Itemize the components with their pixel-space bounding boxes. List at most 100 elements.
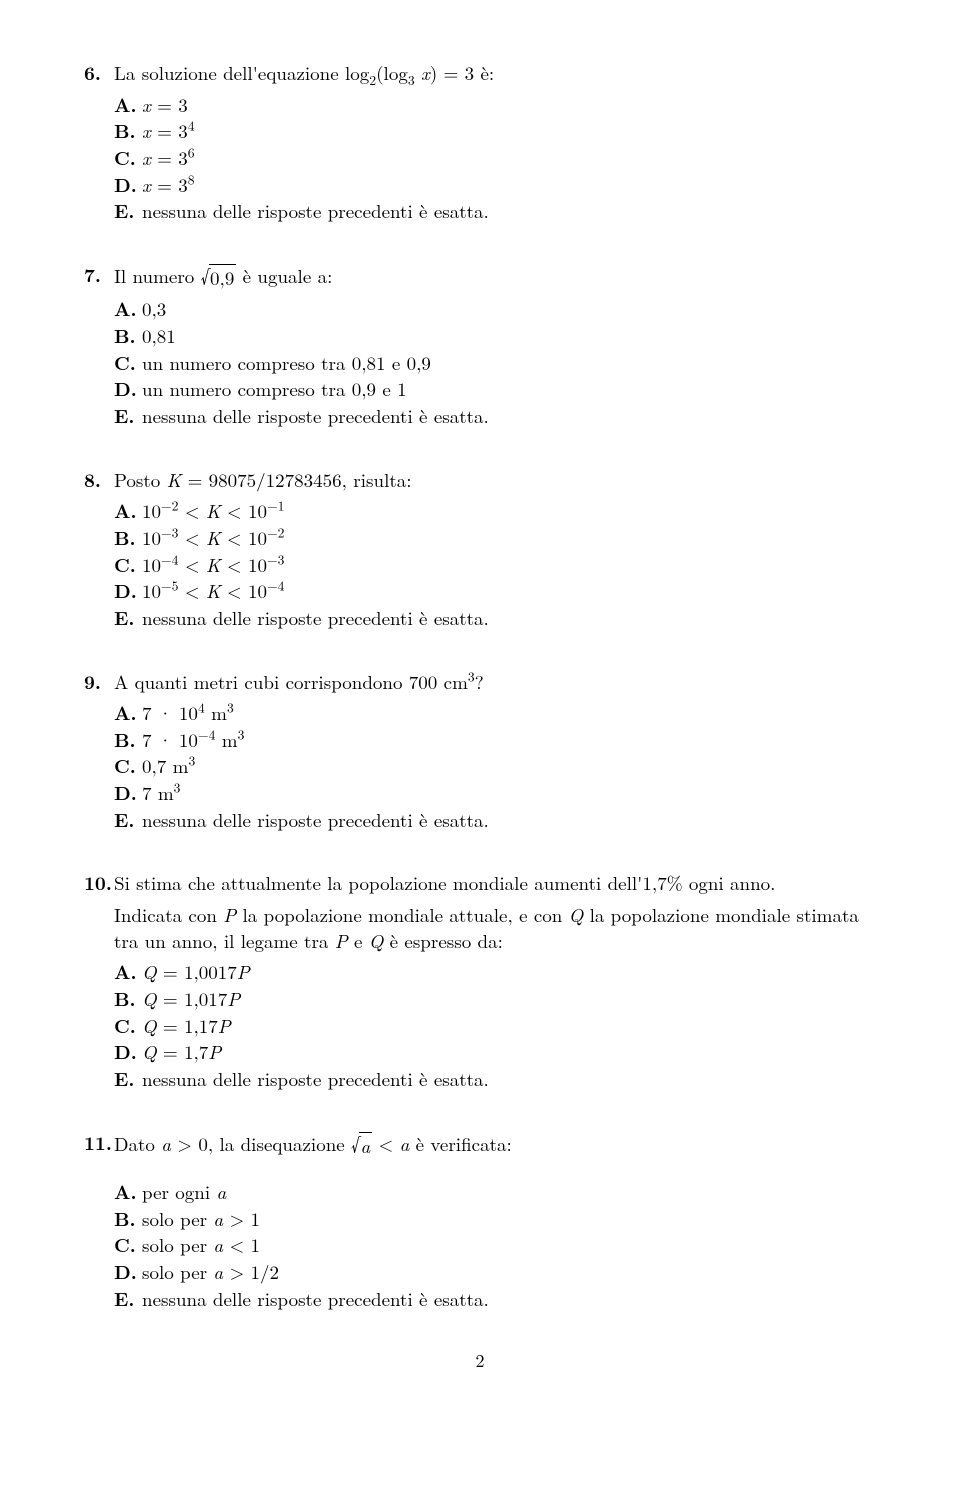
- option: A.0,3: [114, 296, 876, 322]
- option-text: nessuna delle risposte precedenti è esat…: [142, 605, 876, 631]
- option: E.nessuna delle risposte precedenti è es…: [114, 605, 876, 631]
- option-text: un numero compreso tra 0,81 e 0,9: [142, 350, 876, 376]
- option-letter: C.: [114, 145, 142, 171]
- option-letter: E.: [114, 198, 142, 224]
- option: D.un numero compreso tra 0,9 e 1: [114, 376, 876, 402]
- option-letter: B.: [114, 727, 142, 753]
- option-letter: A.: [114, 700, 142, 726]
- option-letter: E.: [114, 1066, 142, 1092]
- option: A.10−2 < K < 10−1: [114, 498, 876, 524]
- option-letter: B.: [114, 986, 142, 1012]
- option-text: per ogni a: [142, 1179, 876, 1205]
- option-text: 0,3: [142, 296, 876, 322]
- option-text: solo per a > 1/2: [142, 1259, 876, 1285]
- question-text: A quanti metri cubi corrispondono 700 cm…: [114, 669, 876, 695]
- option: C.x = 36: [114, 145, 876, 171]
- question: 8.Posto K = 98075/12783456, risulta:A.10…: [84, 467, 876, 631]
- options-list: A.Q = 1,0017PB.Q = 1,017PC.Q = 1,17PD.Q …: [114, 959, 876, 1091]
- option: C.10−4 < K < 10−3: [114, 552, 876, 578]
- option-text: Q = 1,017P: [142, 986, 876, 1012]
- question-stem: 7.Il numero √0,9 è uguale a:: [84, 262, 876, 291]
- option-letter: C.: [114, 552, 142, 578]
- option-letter: D.: [114, 1039, 142, 1065]
- option-text: nessuna delle risposte precedenti è esat…: [142, 198, 876, 224]
- option-letter: C.: [114, 1232, 142, 1258]
- option: D.7 m3: [114, 780, 876, 806]
- option-letter: A.: [114, 296, 142, 322]
- option-text: x = 36: [142, 145, 876, 171]
- option-text: nessuna delle risposte precedenti è esat…: [142, 1286, 876, 1312]
- option-text: 7 m3: [142, 780, 876, 806]
- question-number: 8.: [84, 467, 114, 493]
- option-letter: E.: [114, 605, 142, 631]
- option: E.nessuna delle risposte precedenti è es…: [114, 1286, 876, 1312]
- question-stem: 8.Posto K = 98075/12783456, risulta:: [84, 467, 876, 493]
- option: B.7 · 10−4 m3: [114, 727, 876, 753]
- option: E.nessuna delle risposte precedenti è es…: [114, 807, 876, 833]
- option: C.un numero compreso tra 0,81 e 0,9: [114, 350, 876, 376]
- option: E.nessuna delle risposte precedenti è es…: [114, 198, 876, 224]
- option-text: un numero compreso tra 0,9 e 1: [142, 376, 876, 402]
- question-stem: 9.A quanti metri cubi corrispondono 700 …: [84, 669, 876, 695]
- question-text-extra: Indicata con P la popolazione mondiale a…: [114, 902, 876, 953]
- options-list: A.0,3B.0,81C.un numero compreso tra 0,81…: [114, 296, 876, 428]
- option-letter: B.: [114, 525, 142, 551]
- option-letter: A.: [114, 498, 142, 524]
- option-text: Q = 1,7P: [142, 1039, 876, 1065]
- option-text: 7 · 10−4 m3: [142, 727, 876, 753]
- option-letter: E.: [114, 403, 142, 429]
- option-text: x = 38: [142, 172, 876, 198]
- question-text: Il numero √0,9 è uguale a:: [114, 262, 876, 291]
- options-list: A.x = 3B.x = 34C.x = 36D.x = 38E.nessuna…: [114, 92, 876, 224]
- question-number: 10.: [84, 870, 114, 896]
- question-text: Dato a > 0, la disequazione √a < a è ver…: [114, 1130, 876, 1159]
- option: B.Q = 1,017P: [114, 986, 876, 1012]
- option-letter: D.: [114, 780, 142, 806]
- spacer: [84, 1164, 876, 1178]
- options-list: A.7 · 104 m3B.7 · 10−4 m3C.0,7 m3D.7 m3E…: [114, 700, 876, 832]
- options-list: A.10−2 < K < 10−1B.10−3 < K < 10−2C.10−4…: [114, 498, 876, 630]
- option-text: 0,7 m3: [142, 753, 876, 779]
- option-text: x = 34: [142, 118, 876, 144]
- option-letter: D.: [114, 578, 142, 604]
- option-text: 7 · 104 m3: [142, 700, 876, 726]
- option-letter: C.: [114, 1013, 142, 1039]
- option-text: 10−4 < K < 10−3: [142, 552, 876, 578]
- option: E.nessuna delle risposte precedenti è es…: [114, 403, 876, 429]
- option-letter: A.: [114, 1179, 142, 1205]
- option: A.x = 3: [114, 92, 876, 118]
- option-text: solo per a > 1: [142, 1206, 876, 1232]
- options-list: A.per ogni aB.solo per a > 1C.solo per a…: [114, 1179, 876, 1311]
- question-stem: 10.Si stima che attualmente la popolazio…: [84, 870, 876, 896]
- option-text: x = 3: [142, 92, 876, 118]
- page-number: 2: [84, 1349, 876, 1373]
- question: 11.Dato a > 0, la disequazione √a < a è …: [84, 1130, 876, 1312]
- option-letter: E.: [114, 807, 142, 833]
- question-stem: 11.Dato a > 0, la disequazione √a < a è …: [84, 1130, 876, 1159]
- option-letter: C.: [114, 350, 142, 376]
- option-letter: E.: [114, 1286, 142, 1312]
- question-text: La soluzione dell'equazione log2(log3 x)…: [114, 60, 876, 86]
- option-text: Q = 1,17P: [142, 1013, 876, 1039]
- option-text: 0,81: [142, 323, 876, 349]
- question-number: 7.: [84, 262, 114, 288]
- option: D.x = 38: [114, 172, 876, 198]
- option: A.per ogni a: [114, 1179, 876, 1205]
- question: 6.La soluzione dell'equazione log2(log3 …: [84, 60, 876, 224]
- question-text: Si stima che attualmente la popolazione …: [114, 870, 876, 896]
- option: C.Q = 1,17P: [114, 1013, 876, 1039]
- option-letter: A.: [114, 92, 142, 118]
- option: B.x = 34: [114, 118, 876, 144]
- question-number: 6.: [84, 60, 114, 86]
- option: C.solo per a < 1: [114, 1232, 876, 1258]
- option-text: 10−3 < K < 10−2: [142, 525, 876, 551]
- option-letter: A.: [114, 959, 142, 985]
- option: D.Q = 1,7P: [114, 1039, 876, 1065]
- option-letter: D.: [114, 376, 142, 402]
- option: A.Q = 1,0017P: [114, 959, 876, 985]
- question-number: 11.: [84, 1130, 114, 1156]
- question-number: 9.: [84, 669, 114, 695]
- option-text: 10−2 < K < 10−1: [142, 498, 876, 524]
- option-letter: B.: [114, 118, 142, 144]
- option: B.solo per a > 1: [114, 1206, 876, 1232]
